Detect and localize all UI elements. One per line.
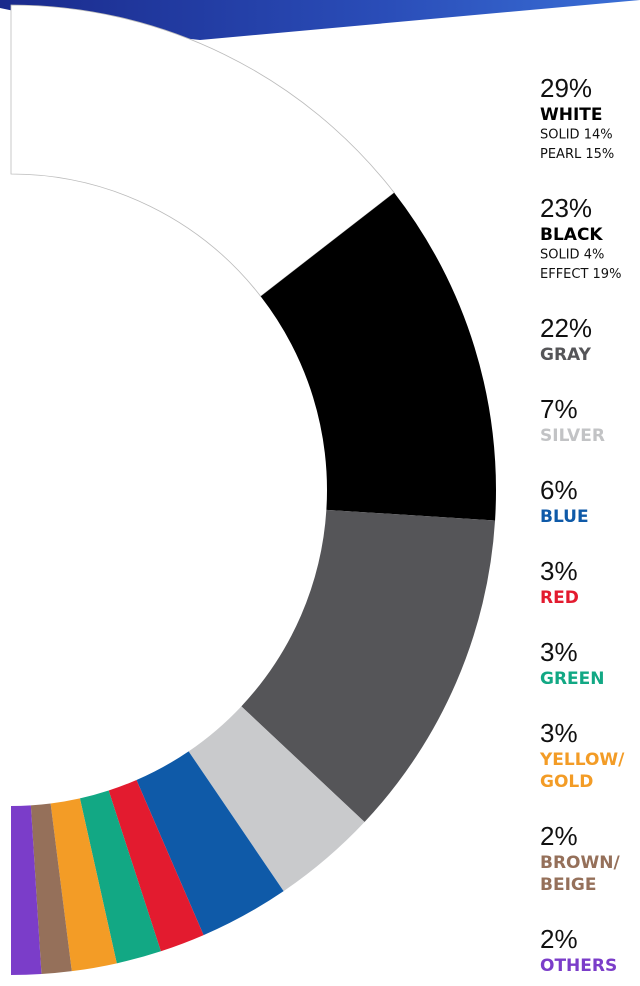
donut-segment	[188, 706, 365, 892]
legend: 29%WHITE SOLID 14% PEARL 15% 23%BLACK SOLID …	[539, 73, 625, 976]
donut-segment	[10, 4, 395, 297]
percent-label: 3%	[540, 718, 578, 748]
category-name: GRAY	[540, 345, 592, 365]
category-name: SILVER	[540, 426, 605, 446]
category-name: WHITE	[540, 105, 603, 125]
percent-label: 2%	[540, 821, 578, 851]
category-detail: EFFECT 19%	[540, 267, 621, 282]
category-name: OTHERS	[540, 956, 617, 976]
category-name: BLUE	[540, 507, 589, 527]
donut-segment	[11, 805, 42, 975]
category-name: YELLOW/	[539, 750, 625, 770]
donut-segment	[241, 509, 496, 823]
category-detail: SOLID 14%	[540, 128, 613, 143]
donut-segment	[79, 790, 161, 964]
category-name: BLACK	[540, 225, 603, 245]
category-name: GOLD	[540, 772, 593, 792]
category-name: RED	[540, 588, 579, 608]
category-name: BEIGE	[540, 875, 596, 895]
percent-label: 23%	[540, 193, 592, 223]
donut-segment	[260, 192, 496, 521]
percent-label: 7%	[540, 394, 578, 424]
category-detail: SOLID 4%	[540, 248, 604, 263]
donut-segment	[136, 751, 284, 936]
percent-label: 3%	[540, 637, 578, 667]
donut-segment	[108, 780, 204, 952]
percent-label: 22%	[540, 313, 592, 343]
donut	[10, 4, 496, 975]
donut-segment	[50, 798, 117, 972]
percent-label: 3%	[540, 556, 578, 586]
donut-segment	[30, 803, 72, 975]
category-detail: PEARL 15%	[540, 147, 614, 162]
category-name: BROWN/	[540, 853, 620, 873]
percent-label: 6%	[540, 475, 578, 505]
percent-label: 2%	[540, 924, 578, 954]
percent-label: 29%	[540, 73, 592, 103]
category-name: GREEN	[540, 669, 605, 689]
